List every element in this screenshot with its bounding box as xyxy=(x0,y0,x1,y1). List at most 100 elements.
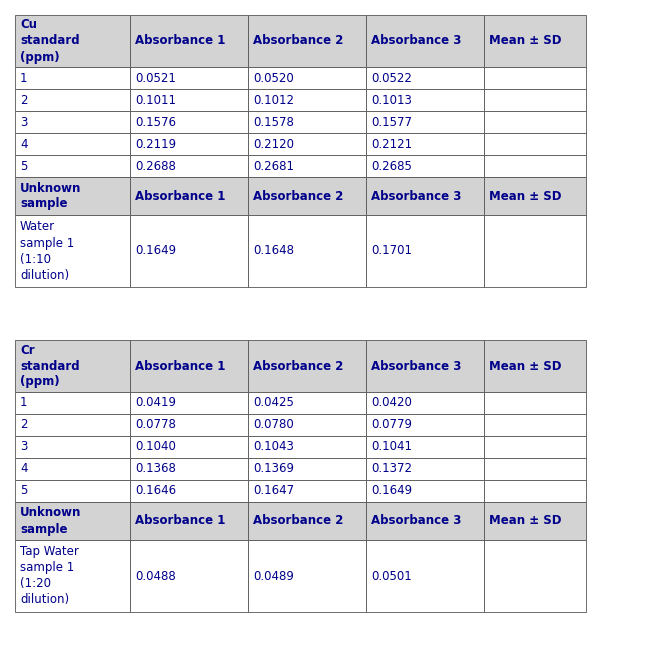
Bar xyxy=(366,340,484,392)
Bar xyxy=(248,89,366,111)
Bar xyxy=(130,215,248,287)
Bar xyxy=(130,67,248,89)
Bar xyxy=(366,155,484,177)
Bar xyxy=(15,502,130,540)
Bar xyxy=(130,89,248,111)
Bar xyxy=(248,458,366,480)
Text: Cu
standard
(ppm): Cu standard (ppm) xyxy=(20,19,80,64)
Bar xyxy=(248,392,366,414)
Text: 2: 2 xyxy=(20,419,28,432)
Bar xyxy=(15,67,130,89)
Text: 0.1043: 0.1043 xyxy=(253,441,294,454)
Bar xyxy=(484,414,586,436)
Bar xyxy=(484,502,586,540)
Text: 0.0778: 0.0778 xyxy=(135,419,176,432)
Bar xyxy=(366,177,484,215)
Bar xyxy=(366,111,484,133)
Bar xyxy=(366,414,484,436)
Text: Tap Water
sample 1
(1:20
dilution): Tap Water sample 1 (1:20 dilution) xyxy=(20,546,79,607)
Text: 0.0521: 0.0521 xyxy=(135,71,176,84)
Text: Unknown
sample: Unknown sample xyxy=(20,507,81,535)
Bar xyxy=(248,111,366,133)
Text: 0.0520: 0.0520 xyxy=(253,71,294,84)
Text: 0.2681: 0.2681 xyxy=(253,159,294,172)
Bar xyxy=(130,414,248,436)
Bar xyxy=(130,111,248,133)
Text: 0.1578: 0.1578 xyxy=(253,115,294,128)
Bar xyxy=(484,155,586,177)
Bar xyxy=(15,392,130,414)
Bar xyxy=(366,392,484,414)
Text: 5: 5 xyxy=(20,159,28,172)
Text: Absorbance 2: Absorbance 2 xyxy=(253,515,344,527)
Bar xyxy=(130,155,248,177)
Text: 0.0779: 0.0779 xyxy=(371,419,412,432)
Bar xyxy=(15,15,130,67)
Text: 0.1368: 0.1368 xyxy=(135,463,176,476)
Bar xyxy=(484,392,586,414)
Text: 4: 4 xyxy=(20,137,28,150)
Text: 0.1647: 0.1647 xyxy=(253,485,294,498)
Text: 0.0425: 0.0425 xyxy=(253,397,294,410)
Text: 0.0489: 0.0489 xyxy=(253,570,294,583)
Text: 0.0522: 0.0522 xyxy=(371,71,412,84)
Text: 0.2685: 0.2685 xyxy=(371,159,412,172)
Text: Mean ± SD: Mean ± SD xyxy=(489,360,562,373)
Bar xyxy=(366,67,484,89)
Bar xyxy=(484,67,586,89)
Text: 0.0419: 0.0419 xyxy=(135,397,176,410)
Bar xyxy=(130,392,248,414)
Text: 4: 4 xyxy=(20,463,28,476)
Bar xyxy=(366,540,484,612)
Bar xyxy=(366,458,484,480)
Text: Absorbance 3: Absorbance 3 xyxy=(371,515,462,527)
Bar xyxy=(248,540,366,612)
Text: Absorbance 2: Absorbance 2 xyxy=(253,34,344,47)
Bar xyxy=(15,89,130,111)
Bar xyxy=(15,436,130,458)
Text: 0.1372: 0.1372 xyxy=(371,463,412,476)
Text: Absorbance 3: Absorbance 3 xyxy=(371,189,462,202)
Text: 0.1040: 0.1040 xyxy=(135,441,176,454)
Text: Absorbance 1: Absorbance 1 xyxy=(135,34,225,47)
Bar xyxy=(248,67,366,89)
Bar xyxy=(248,133,366,155)
Bar xyxy=(248,502,366,540)
Bar xyxy=(15,133,130,155)
Text: Absorbance 2: Absorbance 2 xyxy=(253,189,344,202)
Bar xyxy=(366,89,484,111)
Text: 0.1041: 0.1041 xyxy=(371,441,412,454)
Bar xyxy=(15,215,130,287)
Text: Absorbance 3: Absorbance 3 xyxy=(371,360,462,373)
Bar xyxy=(15,458,130,480)
Bar xyxy=(484,458,586,480)
Text: 0.1369: 0.1369 xyxy=(253,463,294,476)
Bar xyxy=(130,133,248,155)
Text: 0.1648: 0.1648 xyxy=(253,244,294,257)
Bar xyxy=(484,436,586,458)
Bar xyxy=(248,340,366,392)
Text: Mean ± SD: Mean ± SD xyxy=(489,189,562,202)
Text: 0.2688: 0.2688 xyxy=(135,159,176,172)
Bar xyxy=(248,436,366,458)
Bar xyxy=(248,177,366,215)
Bar xyxy=(130,502,248,540)
Text: 0.1701: 0.1701 xyxy=(371,244,412,257)
Text: 0.1577: 0.1577 xyxy=(371,115,412,128)
Bar xyxy=(484,89,586,111)
Bar xyxy=(130,15,248,67)
Text: Mean ± SD: Mean ± SD xyxy=(489,34,562,47)
Bar xyxy=(130,480,248,502)
Text: 2: 2 xyxy=(20,93,28,106)
Bar xyxy=(484,340,586,392)
Bar xyxy=(15,155,130,177)
Bar xyxy=(484,177,586,215)
Text: 0.2120: 0.2120 xyxy=(253,137,294,150)
Bar xyxy=(130,436,248,458)
Bar xyxy=(484,15,586,67)
Text: Absorbance 3: Absorbance 3 xyxy=(371,34,462,47)
Text: 0.1011: 0.1011 xyxy=(135,93,176,106)
Bar xyxy=(484,133,586,155)
Text: 1: 1 xyxy=(20,71,28,84)
Bar xyxy=(15,540,130,612)
